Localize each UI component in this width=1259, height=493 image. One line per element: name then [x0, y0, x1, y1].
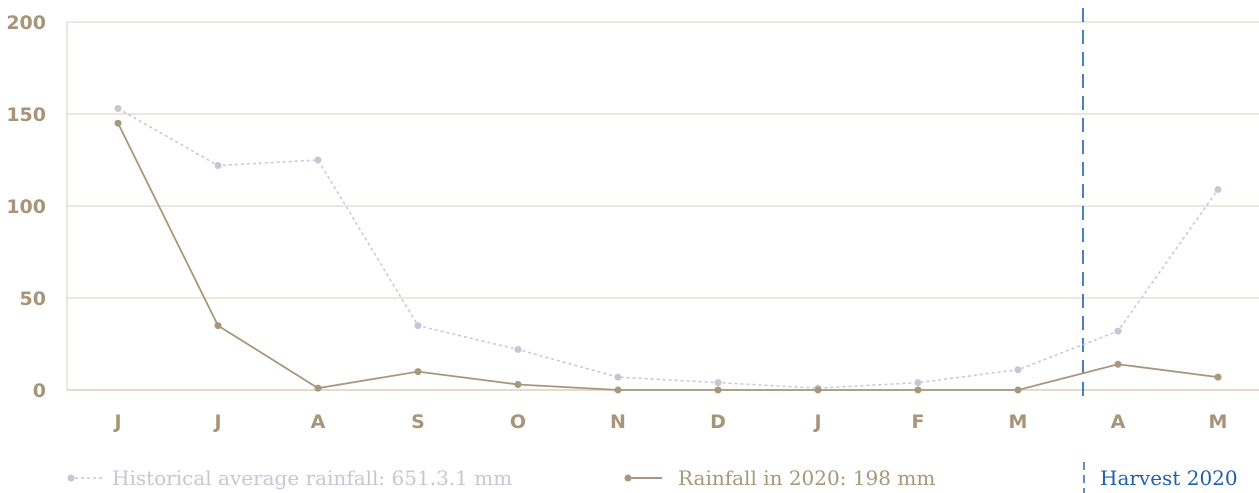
x-tick-label: O: [510, 411, 526, 433]
data-point: [1014, 366, 1022, 374]
data-point: [1214, 373, 1222, 381]
legend-rainfall-label: Rainfall in 2020: 198 mm: [678, 466, 935, 490]
data-point: [914, 386, 922, 394]
series-rainfall: [114, 119, 1222, 394]
x-tick-label: J: [112, 411, 121, 433]
x-tick-label: M: [1009, 411, 1028, 433]
data-point: [514, 380, 522, 388]
data-point: [214, 162, 222, 170]
data-point: [1214, 185, 1222, 193]
x-tick-label: S: [411, 411, 425, 433]
x-tick-label: M: [1209, 411, 1228, 433]
data-point: [1114, 327, 1122, 335]
x-tick-label: D: [710, 411, 726, 433]
legend-harvest-label: Harvest 2020: [1100, 466, 1238, 490]
x-tick-label: N: [610, 411, 626, 433]
data-point: [614, 373, 622, 381]
series-layer: [114, 104, 1222, 394]
data-point: [314, 156, 322, 164]
data-point: [1114, 360, 1122, 368]
data-point: [514, 346, 522, 354]
data-point: [914, 379, 922, 387]
y-tick-label: 0: [33, 380, 46, 402]
data-point: [314, 384, 322, 392]
data-point: [1014, 386, 1022, 394]
data-point: [414, 368, 422, 376]
legend-historical-dot: [67, 474, 75, 482]
series-historical: [114, 104, 1222, 392]
data-point: [714, 386, 722, 394]
y-tick-label: 150: [6, 104, 46, 126]
legend-item-historical: Historical average rainfall: 651.3.1 mm: [67, 466, 512, 490]
x-tick-label: J: [812, 411, 821, 433]
y-tick-label: 50: [20, 288, 46, 310]
legend-item-harvest: Harvest 2020: [1083, 462, 1238, 493]
x-tick-label: F: [912, 411, 925, 433]
grid-layer: [66, 21, 1259, 391]
data-point: [114, 119, 122, 127]
series-line: [117, 107, 1219, 389]
x-tick-label: A: [311, 411, 326, 433]
legend-historical-label: Historical average rainfall: 651.3.1 mm: [112, 466, 512, 490]
data-point: [814, 386, 822, 394]
x-tick-label: A: [1111, 411, 1126, 433]
x-tick-label: J: [212, 411, 221, 433]
legend-item-rainfall: Rainfall in 2020: 198 mm: [624, 466, 935, 490]
legend: Historical average rainfall: 651.3.1 mm …: [67, 462, 1238, 493]
series-line: [117, 122, 1219, 391]
data-point: [614, 386, 622, 394]
data-point: [214, 322, 222, 330]
data-point: [114, 104, 122, 112]
data-point: [714, 379, 722, 387]
y-axis-ticks: 0 50 100 150 200: [6, 12, 46, 402]
data-point: [414, 322, 422, 330]
legend-rainfall-dot: [624, 474, 632, 482]
y-tick-label: 100: [6, 196, 46, 218]
y-tick-label: 200: [6, 12, 46, 34]
